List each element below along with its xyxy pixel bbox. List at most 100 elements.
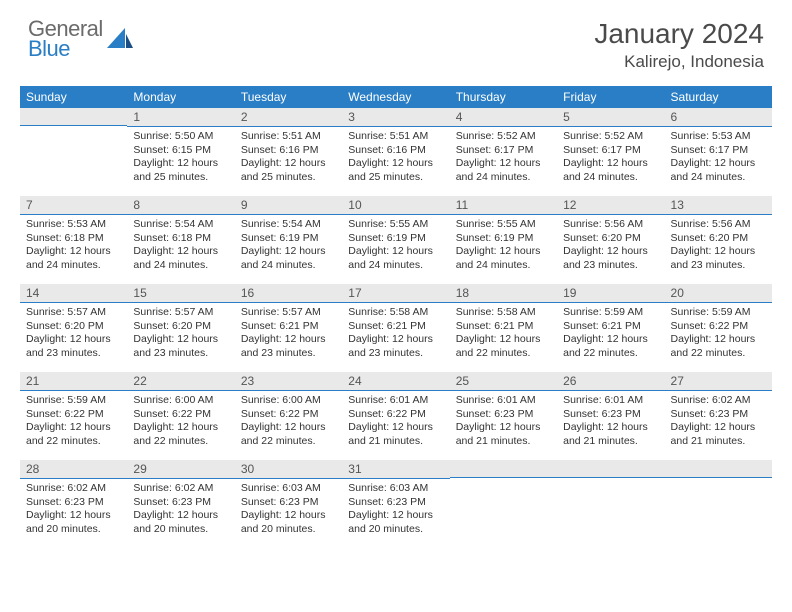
day-number-empty	[450, 460, 557, 478]
sunset-line: Sunset: 6:22 PM	[241, 408, 336, 422]
day-body: Sunrise: 6:01 AMSunset: 6:22 PMDaylight:…	[342, 391, 449, 453]
day-number: 29	[127, 460, 234, 479]
sunset-line: Sunset: 6:20 PM	[671, 232, 766, 246]
sunrise-line: Sunrise: 5:54 AM	[241, 218, 336, 232]
sunrise-line: Sunrise: 5:53 AM	[26, 218, 121, 232]
weekday-header: Sunday	[20, 86, 127, 108]
calendar-cell: 7Sunrise: 5:53 AMSunset: 6:18 PMDaylight…	[20, 196, 127, 284]
day-number: 12	[557, 196, 664, 215]
daylight-line: Daylight: 12 hours and 23 minutes.	[348, 333, 443, 360]
day-number: 7	[20, 196, 127, 215]
sunrise-line: Sunrise: 6:03 AM	[348, 482, 443, 496]
day-number: 26	[557, 372, 664, 391]
title-block: January 2024 Kalirejo, Indonesia	[594, 18, 764, 72]
day-number: 27	[665, 372, 772, 391]
day-number-empty	[665, 460, 772, 478]
daylight-line: Daylight: 12 hours and 24 minutes.	[563, 157, 658, 184]
calendar-cell: 22Sunrise: 6:00 AMSunset: 6:22 PMDayligh…	[127, 372, 234, 460]
sunset-line: Sunset: 6:22 PM	[26, 408, 121, 422]
day-body: Sunrise: 5:54 AMSunset: 6:18 PMDaylight:…	[127, 215, 234, 277]
day-body: Sunrise: 5:55 AMSunset: 6:19 PMDaylight:…	[342, 215, 449, 277]
day-body: Sunrise: 5:53 AMSunset: 6:18 PMDaylight:…	[20, 215, 127, 277]
sunset-line: Sunset: 6:19 PM	[241, 232, 336, 246]
sunrise-line: Sunrise: 6:01 AM	[348, 394, 443, 408]
day-body: Sunrise: 6:02 AMSunset: 6:23 PMDaylight:…	[127, 479, 234, 541]
day-number: 15	[127, 284, 234, 303]
calendar-cell: 21Sunrise: 5:59 AMSunset: 6:22 PMDayligh…	[20, 372, 127, 460]
daylight-line: Daylight: 12 hours and 23 minutes.	[133, 333, 228, 360]
day-number: 21	[20, 372, 127, 391]
day-number-empty	[557, 460, 664, 478]
weekday-header: Saturday	[665, 86, 772, 108]
daylight-line: Daylight: 12 hours and 22 minutes.	[241, 421, 336, 448]
daylight-line: Daylight: 12 hours and 20 minutes.	[133, 509, 228, 536]
sunset-line: Sunset: 6:20 PM	[26, 320, 121, 334]
day-body: Sunrise: 5:51 AMSunset: 6:16 PMDaylight:…	[342, 127, 449, 189]
daylight-line: Daylight: 12 hours and 24 minutes.	[456, 245, 551, 272]
sunrise-line: Sunrise: 5:51 AM	[241, 130, 336, 144]
calendar-cell	[450, 460, 557, 548]
daylight-line: Daylight: 12 hours and 22 minutes.	[26, 421, 121, 448]
weekday-header: Wednesday	[342, 86, 449, 108]
sunset-line: Sunset: 6:18 PM	[133, 232, 228, 246]
day-body: Sunrise: 5:58 AMSunset: 6:21 PMDaylight:…	[450, 303, 557, 365]
day-number: 24	[342, 372, 449, 391]
sunrise-line: Sunrise: 6:03 AM	[241, 482, 336, 496]
sunset-line: Sunset: 6:21 PM	[456, 320, 551, 334]
calendar-row: 14Sunrise: 5:57 AMSunset: 6:20 PMDayligh…	[20, 284, 772, 372]
calendar-cell	[665, 460, 772, 548]
day-number: 22	[127, 372, 234, 391]
sunrise-line: Sunrise: 5:50 AM	[133, 130, 228, 144]
sunset-line: Sunset: 6:19 PM	[348, 232, 443, 246]
sunset-line: Sunset: 6:23 PM	[133, 496, 228, 510]
day-body: Sunrise: 5:57 AMSunset: 6:20 PMDaylight:…	[20, 303, 127, 365]
logo: General Blue	[28, 18, 133, 60]
day-body: Sunrise: 5:59 AMSunset: 6:22 PMDaylight:…	[20, 391, 127, 453]
sunrise-line: Sunrise: 5:57 AM	[133, 306, 228, 320]
calendar-cell: 8Sunrise: 5:54 AMSunset: 6:18 PMDaylight…	[127, 196, 234, 284]
sunrise-line: Sunrise: 5:52 AM	[456, 130, 551, 144]
sunrise-line: Sunrise: 5:59 AM	[671, 306, 766, 320]
sunrise-line: Sunrise: 5:57 AM	[241, 306, 336, 320]
day-number: 8	[127, 196, 234, 215]
day-body: Sunrise: 5:56 AMSunset: 6:20 PMDaylight:…	[557, 215, 664, 277]
day-body: Sunrise: 5:53 AMSunset: 6:17 PMDaylight:…	[665, 127, 772, 189]
sunset-line: Sunset: 6:17 PM	[563, 144, 658, 158]
calendar-cell: 5Sunrise: 5:52 AMSunset: 6:17 PMDaylight…	[557, 108, 664, 196]
calendar-cell	[557, 460, 664, 548]
sunset-line: Sunset: 6:15 PM	[133, 144, 228, 158]
sunrise-line: Sunrise: 5:58 AM	[456, 306, 551, 320]
daylight-line: Daylight: 12 hours and 23 minutes.	[26, 333, 121, 360]
calendar-cell	[20, 108, 127, 196]
calendar-cell: 25Sunrise: 6:01 AMSunset: 6:23 PMDayligh…	[450, 372, 557, 460]
calendar-cell: 19Sunrise: 5:59 AMSunset: 6:21 PMDayligh…	[557, 284, 664, 372]
day-number: 5	[557, 108, 664, 127]
day-number: 2	[235, 108, 342, 127]
sunset-line: Sunset: 6:17 PM	[456, 144, 551, 158]
day-body: Sunrise: 6:02 AMSunset: 6:23 PMDaylight:…	[665, 391, 772, 453]
sunrise-line: Sunrise: 6:02 AM	[671, 394, 766, 408]
calendar-cell: 17Sunrise: 5:58 AMSunset: 6:21 PMDayligh…	[342, 284, 449, 372]
day-body: Sunrise: 5:55 AMSunset: 6:19 PMDaylight:…	[450, 215, 557, 277]
sunset-line: Sunset: 6:21 PM	[241, 320, 336, 334]
day-number: 30	[235, 460, 342, 479]
calendar-cell: 18Sunrise: 5:58 AMSunset: 6:21 PMDayligh…	[450, 284, 557, 372]
calendar-cell: 4Sunrise: 5:52 AMSunset: 6:17 PMDaylight…	[450, 108, 557, 196]
sunset-line: Sunset: 6:19 PM	[456, 232, 551, 246]
sunrise-line: Sunrise: 5:55 AM	[456, 218, 551, 232]
calendar-cell: 1Sunrise: 5:50 AMSunset: 6:15 PMDaylight…	[127, 108, 234, 196]
header: General Blue January 2024 Kalirejo, Indo…	[0, 0, 792, 80]
day-body: Sunrise: 6:00 AMSunset: 6:22 PMDaylight:…	[235, 391, 342, 453]
calendar-cell: 23Sunrise: 6:00 AMSunset: 6:22 PMDayligh…	[235, 372, 342, 460]
sunset-line: Sunset: 6:21 PM	[348, 320, 443, 334]
calendar-cell: 29Sunrise: 6:02 AMSunset: 6:23 PMDayligh…	[127, 460, 234, 548]
daylight-line: Daylight: 12 hours and 20 minutes.	[26, 509, 121, 536]
calendar-cell: 10Sunrise: 5:55 AMSunset: 6:19 PMDayligh…	[342, 196, 449, 284]
sunset-line: Sunset: 6:23 PM	[456, 408, 551, 422]
calendar-cell: 16Sunrise: 5:57 AMSunset: 6:21 PMDayligh…	[235, 284, 342, 372]
daylight-line: Daylight: 12 hours and 23 minutes.	[671, 245, 766, 272]
daylight-line: Daylight: 12 hours and 22 minutes.	[133, 421, 228, 448]
day-number: 4	[450, 108, 557, 127]
daylight-line: Daylight: 12 hours and 21 minutes.	[456, 421, 551, 448]
sunrise-line: Sunrise: 5:59 AM	[26, 394, 121, 408]
